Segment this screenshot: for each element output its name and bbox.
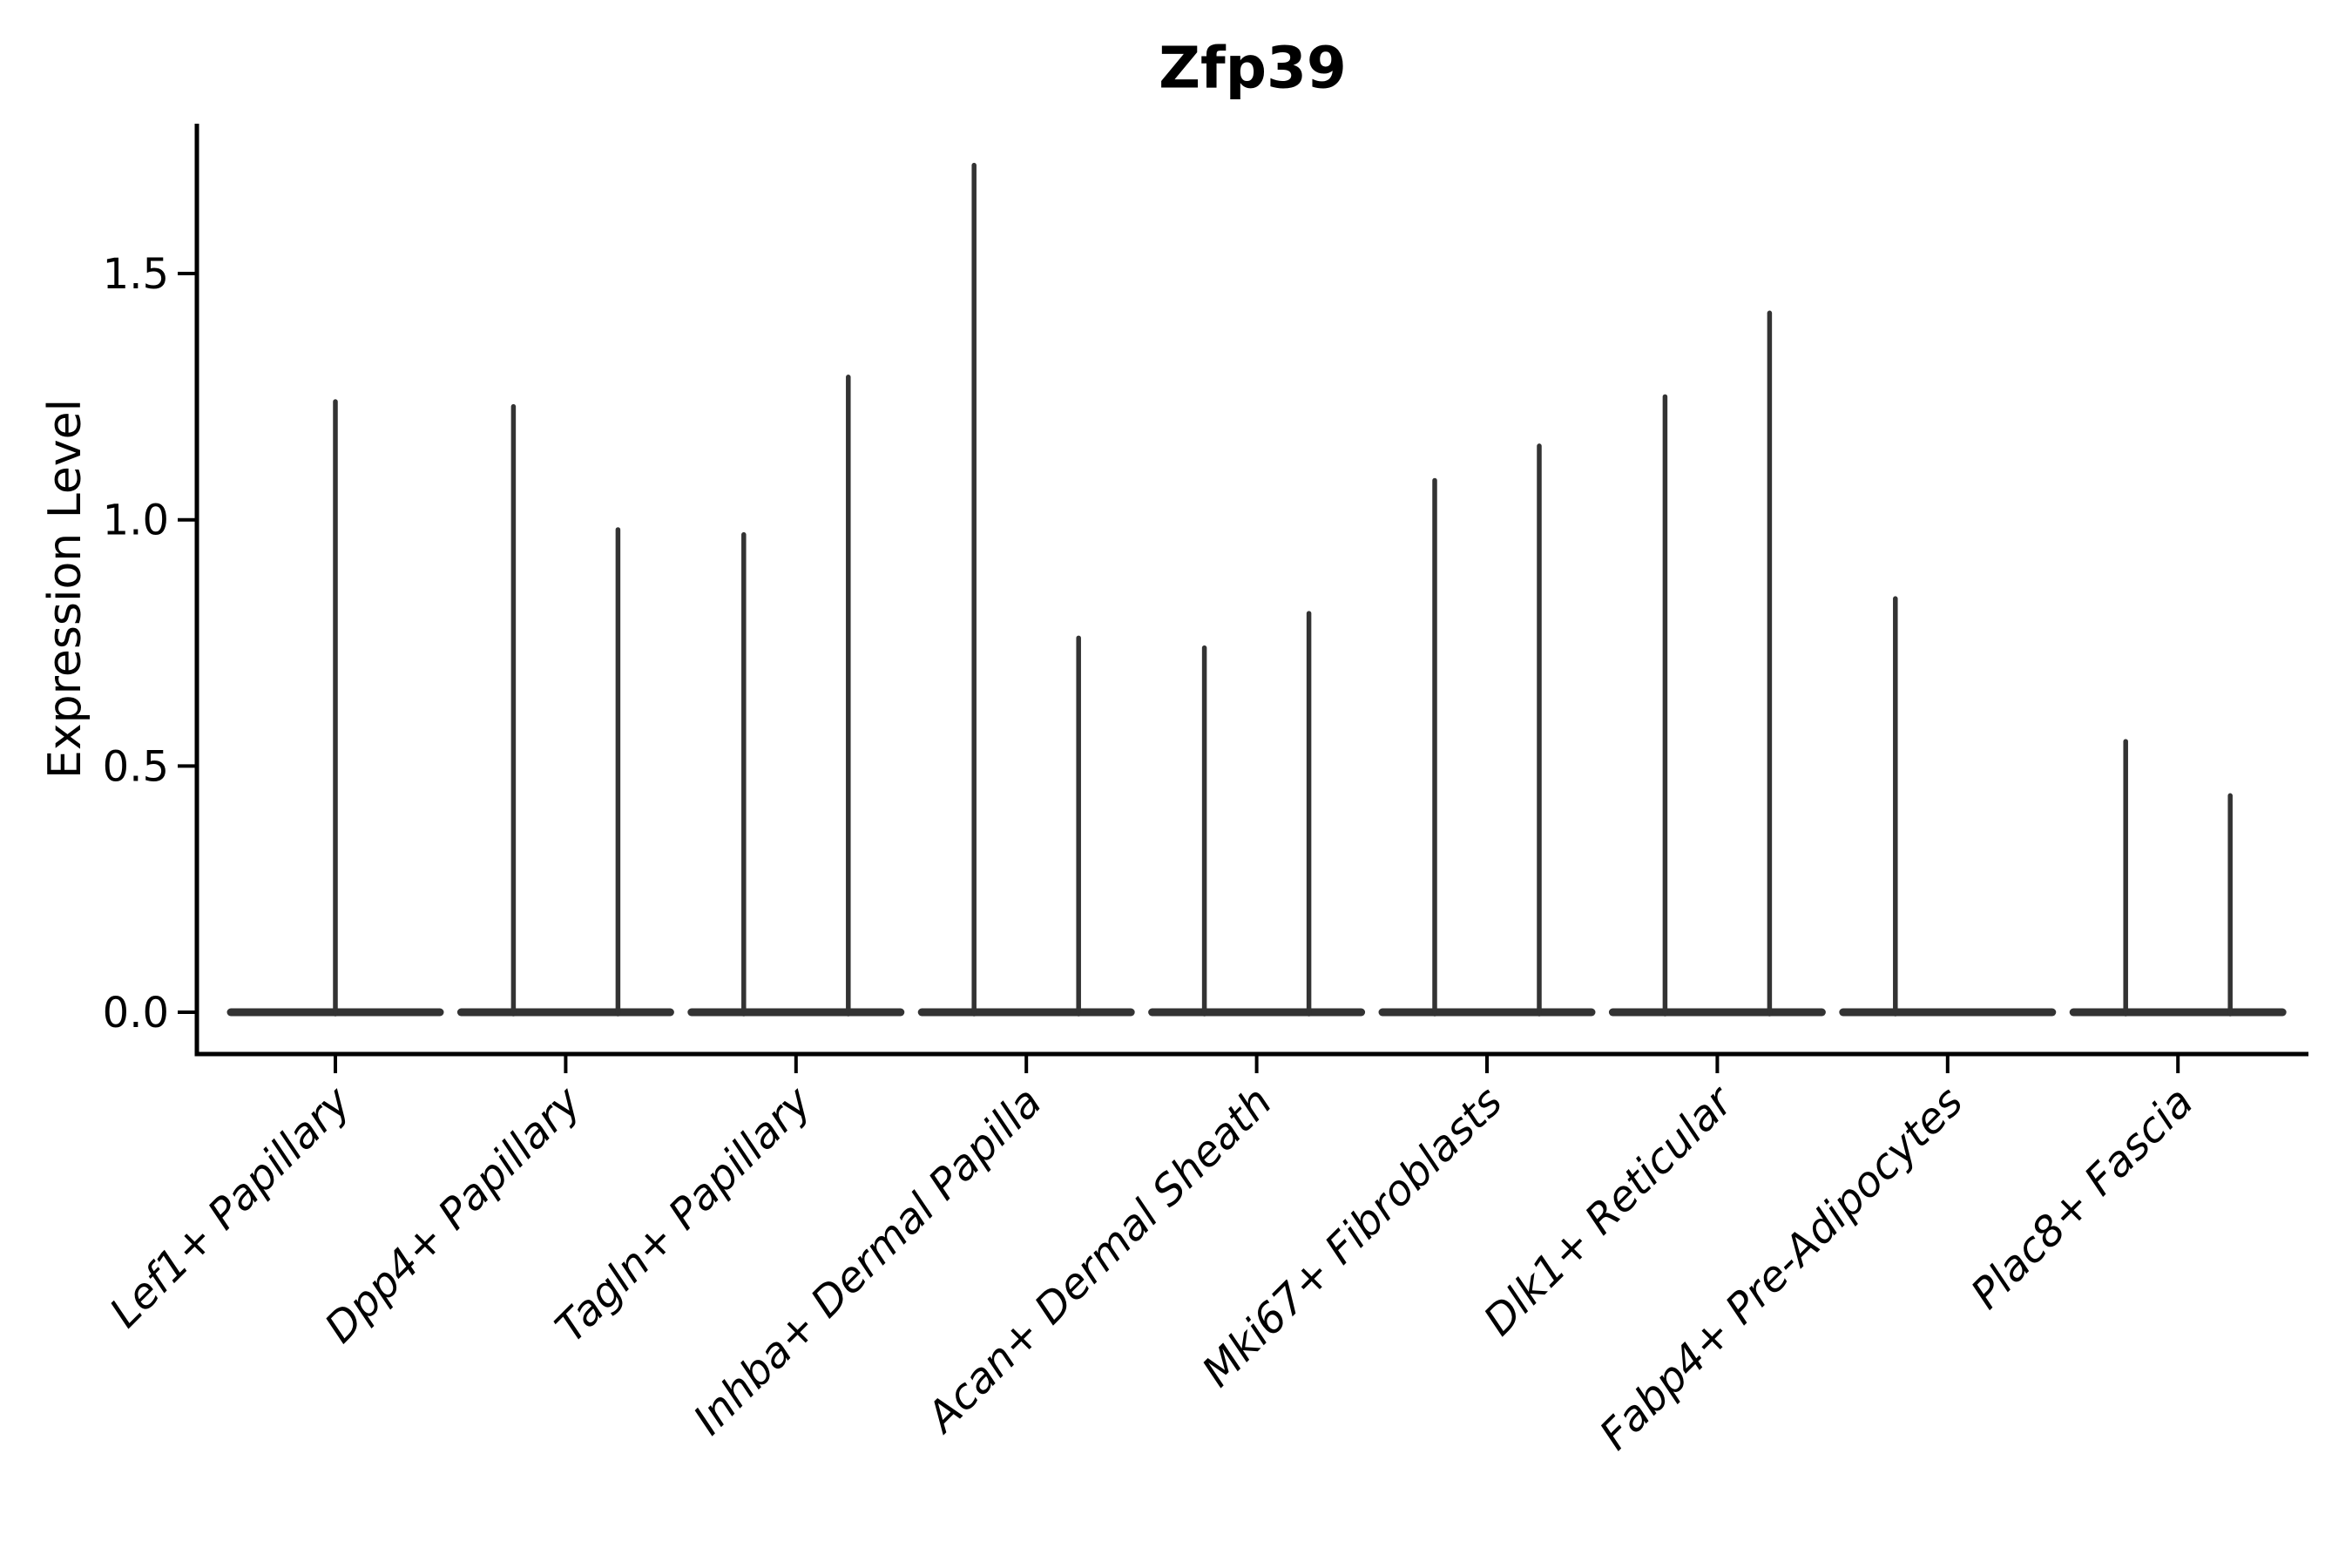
x-tick-label: Fabp4+ Pre-Adipocytes xyxy=(1591,1078,1973,1460)
chart-title: Zfp39 xyxy=(1159,34,1347,102)
x-tick-label: Dpp4+ Papillary xyxy=(315,1077,591,1352)
y-tick-label: 1.0 xyxy=(103,497,169,545)
x-tick-label: Tagln+ Papillary xyxy=(546,1077,821,1352)
y-tick-label: 0.0 xyxy=(103,989,169,1037)
y-tick-label: 1.5 xyxy=(103,250,169,299)
y-tick-label: 0.5 xyxy=(103,742,169,791)
x-tick-label: Dlk1+ Reticular xyxy=(1475,1076,1745,1346)
x-tick-label: Lef1+ Papillary xyxy=(100,1077,361,1337)
x-tick-label: Plac8+ Fascia xyxy=(1962,1078,2203,1319)
